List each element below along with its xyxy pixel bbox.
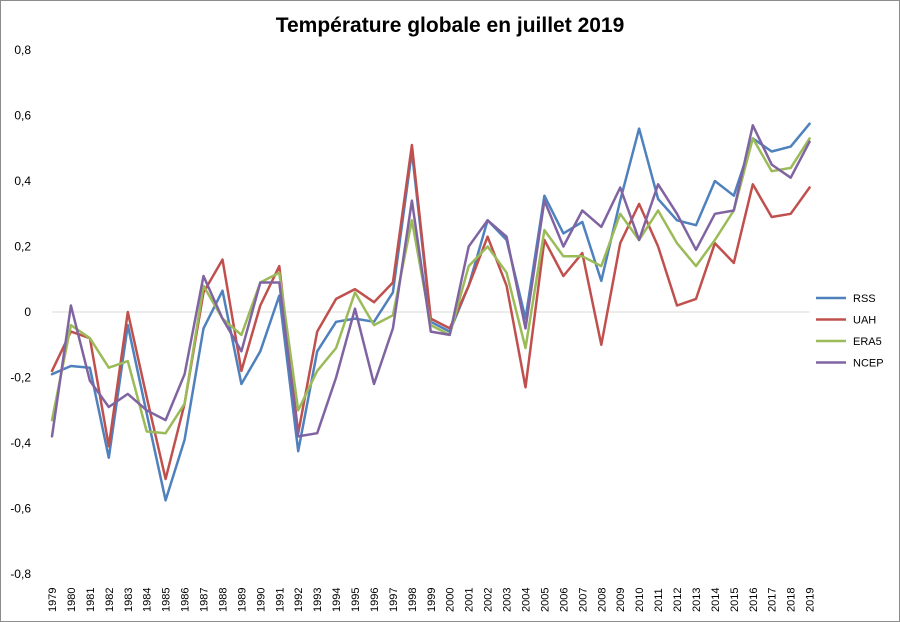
y-tick-label: 0,4 (14, 174, 31, 188)
x-tick-label: 2012 (672, 588, 684, 612)
legend-label-era5: ERA5 (853, 336, 882, 348)
x-tick-label: 2006 (558, 588, 570, 612)
y-tick-label: -0,2 (10, 371, 31, 385)
x-tick-label: 2009 (615, 588, 627, 612)
x-tick-label: 1984 (142, 588, 154, 612)
x-tick-label: 1980 (66, 588, 78, 612)
y-tick-label: -0,8 (10, 567, 31, 581)
y-axis: 0,8 0,6 0,4 0,2 0 -0,2 -0,4 -0,6 -0,8 (10, 43, 31, 581)
y-tick-label: -0,4 (10, 436, 31, 450)
x-tick-label: 1981 (85, 588, 97, 612)
y-tick-label: 0,8 (14, 43, 31, 57)
x-tick-label: 2002 (483, 588, 495, 612)
x-tick-label: 1992 (293, 588, 305, 612)
chart-title: Température globale en juillet 2019 (276, 14, 625, 37)
legend: RSS UAH ERA5 NCEP (816, 293, 884, 370)
x-tick-label: 2005 (539, 588, 551, 612)
x-tick-label: 2004 (521, 588, 533, 612)
x-tick-label: 2007 (577, 588, 589, 612)
x-tick-label: 1991 (274, 588, 286, 612)
x-tick-label: 1990 (255, 588, 267, 612)
x-tick-label: 1989 (236, 588, 248, 612)
y-tick-label: 0,2 (14, 240, 31, 254)
x-tick-label: 2003 (502, 588, 514, 612)
x-tick-label: 1985 (161, 588, 173, 612)
x-tick-label: 1996 (369, 588, 381, 612)
legend-label-uah: UAH (853, 315, 876, 327)
x-tick-label: 1983 (123, 588, 135, 612)
legend-label-rss: RSS (853, 293, 876, 305)
x-tick-label: 2016 (748, 588, 760, 612)
x-tick-label: 2010 (634, 588, 646, 612)
x-tick-label: 2017 (767, 588, 779, 612)
x-tick-label: 1994 (331, 588, 343, 612)
x-tick-label: 1987 (199, 588, 211, 612)
x-tick-label: 2015 (729, 588, 741, 612)
x-tick-label: 2000 (445, 588, 457, 612)
legend-label-ncep: NCEP (853, 358, 884, 370)
x-tick-label: 1995 (350, 588, 362, 612)
x-tick-label: 2011 (653, 588, 665, 612)
x-tick-label: 2019 (805, 588, 817, 612)
y-tick-label: 0,6 (14, 109, 31, 123)
x-tick-label: 2001 (464, 588, 476, 612)
x-tick-label: 1993 (312, 588, 324, 612)
series-line-era5 (50, 137, 811, 435)
x-tick-label: 1979 (47, 588, 59, 612)
y-tick-label: 0 (24, 305, 31, 319)
series-line-ncep (50, 124, 811, 438)
x-tick-label: 2008 (596, 588, 608, 612)
x-tick-label: 1982 (104, 588, 116, 612)
x-tick-label: 1988 (218, 588, 230, 612)
x-tick-label: 2014 (710, 588, 722, 612)
x-tick-label: 1997 (388, 588, 400, 612)
x-tick-label: 2013 (691, 588, 703, 612)
x-tick-label: 1999 (426, 588, 438, 612)
x-axis: 1979 1980 1981 1982 1983 1984 1985 1986 1987 1988… (47, 588, 817, 612)
x-tick-label: 1998 (407, 588, 419, 612)
x-tick-label: 2018 (786, 588, 798, 612)
y-tick-label: -0,6 (10, 502, 31, 516)
x-tick-label: 1986 (180, 588, 192, 612)
series-group (50, 122, 811, 502)
